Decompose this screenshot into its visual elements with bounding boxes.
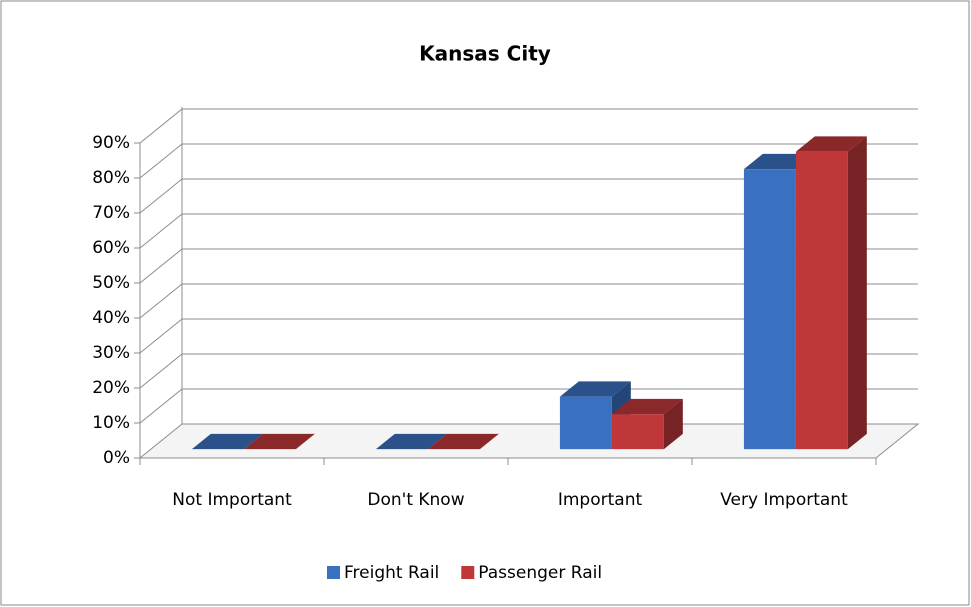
chart-title: Kansas City: [419, 42, 551, 66]
y-tick-label: 30%: [92, 343, 130, 363]
bar-top: [559, 381, 631, 397]
x-tick-label: Don't Know: [367, 490, 464, 510]
grid-line: [139, 283, 918, 319]
y-tick-label: 70%: [92, 203, 130, 223]
bar-front: [743, 169, 796, 450]
grid-line: [139, 108, 918, 144]
y-tick-label: 10%: [92, 413, 130, 433]
bar: [795, 136, 867, 450]
y-tick-label: 60%: [92, 238, 130, 258]
bar: [243, 433, 315, 450]
x-tick-label: Important: [558, 490, 643, 510]
bar-top: [243, 433, 315, 450]
grid-line: [139, 318, 918, 354]
y-tick-label: 40%: [92, 308, 130, 328]
bar-front: [611, 414, 664, 450]
bar-top: [611, 398, 683, 415]
bar: [191, 433, 263, 450]
bar-top: [427, 433, 499, 450]
bar-side: [847, 136, 867, 450]
y-tick-label: 80%: [92, 168, 130, 188]
x-tick-label: Very Important: [720, 490, 848, 510]
grid-line: [139, 213, 918, 249]
legend-label: Passenger Rail: [478, 563, 602, 583]
bar-side: [663, 398, 683, 450]
grid-line: [139, 388, 918, 424]
bar-front: [559, 396, 612, 450]
legend-swatch: [461, 566, 475, 579]
y-tick-label: 50%: [92, 273, 130, 293]
legend-label: Freight Rail: [344, 563, 439, 583]
bar-top: [795, 136, 867, 152]
y-tick-label: 90%: [92, 133, 130, 153]
bar: [375, 433, 447, 450]
x-tick-label: Not Important: [172, 490, 292, 510]
bar-top: [191, 433, 263, 450]
y-tick-label: 20%: [92, 378, 130, 398]
bar-top: [375, 433, 447, 450]
bar-front: [795, 151, 848, 450]
grid-line: [139, 248, 918, 284]
bar: [427, 433, 499, 450]
grid-line: [139, 178, 918, 214]
grid-line: [139, 143, 918, 179]
y-tick-label: 0%: [103, 448, 130, 468]
grid-line: [139, 353, 918, 389]
legend-swatch: [327, 566, 340, 579]
bar: [611, 398, 683, 450]
